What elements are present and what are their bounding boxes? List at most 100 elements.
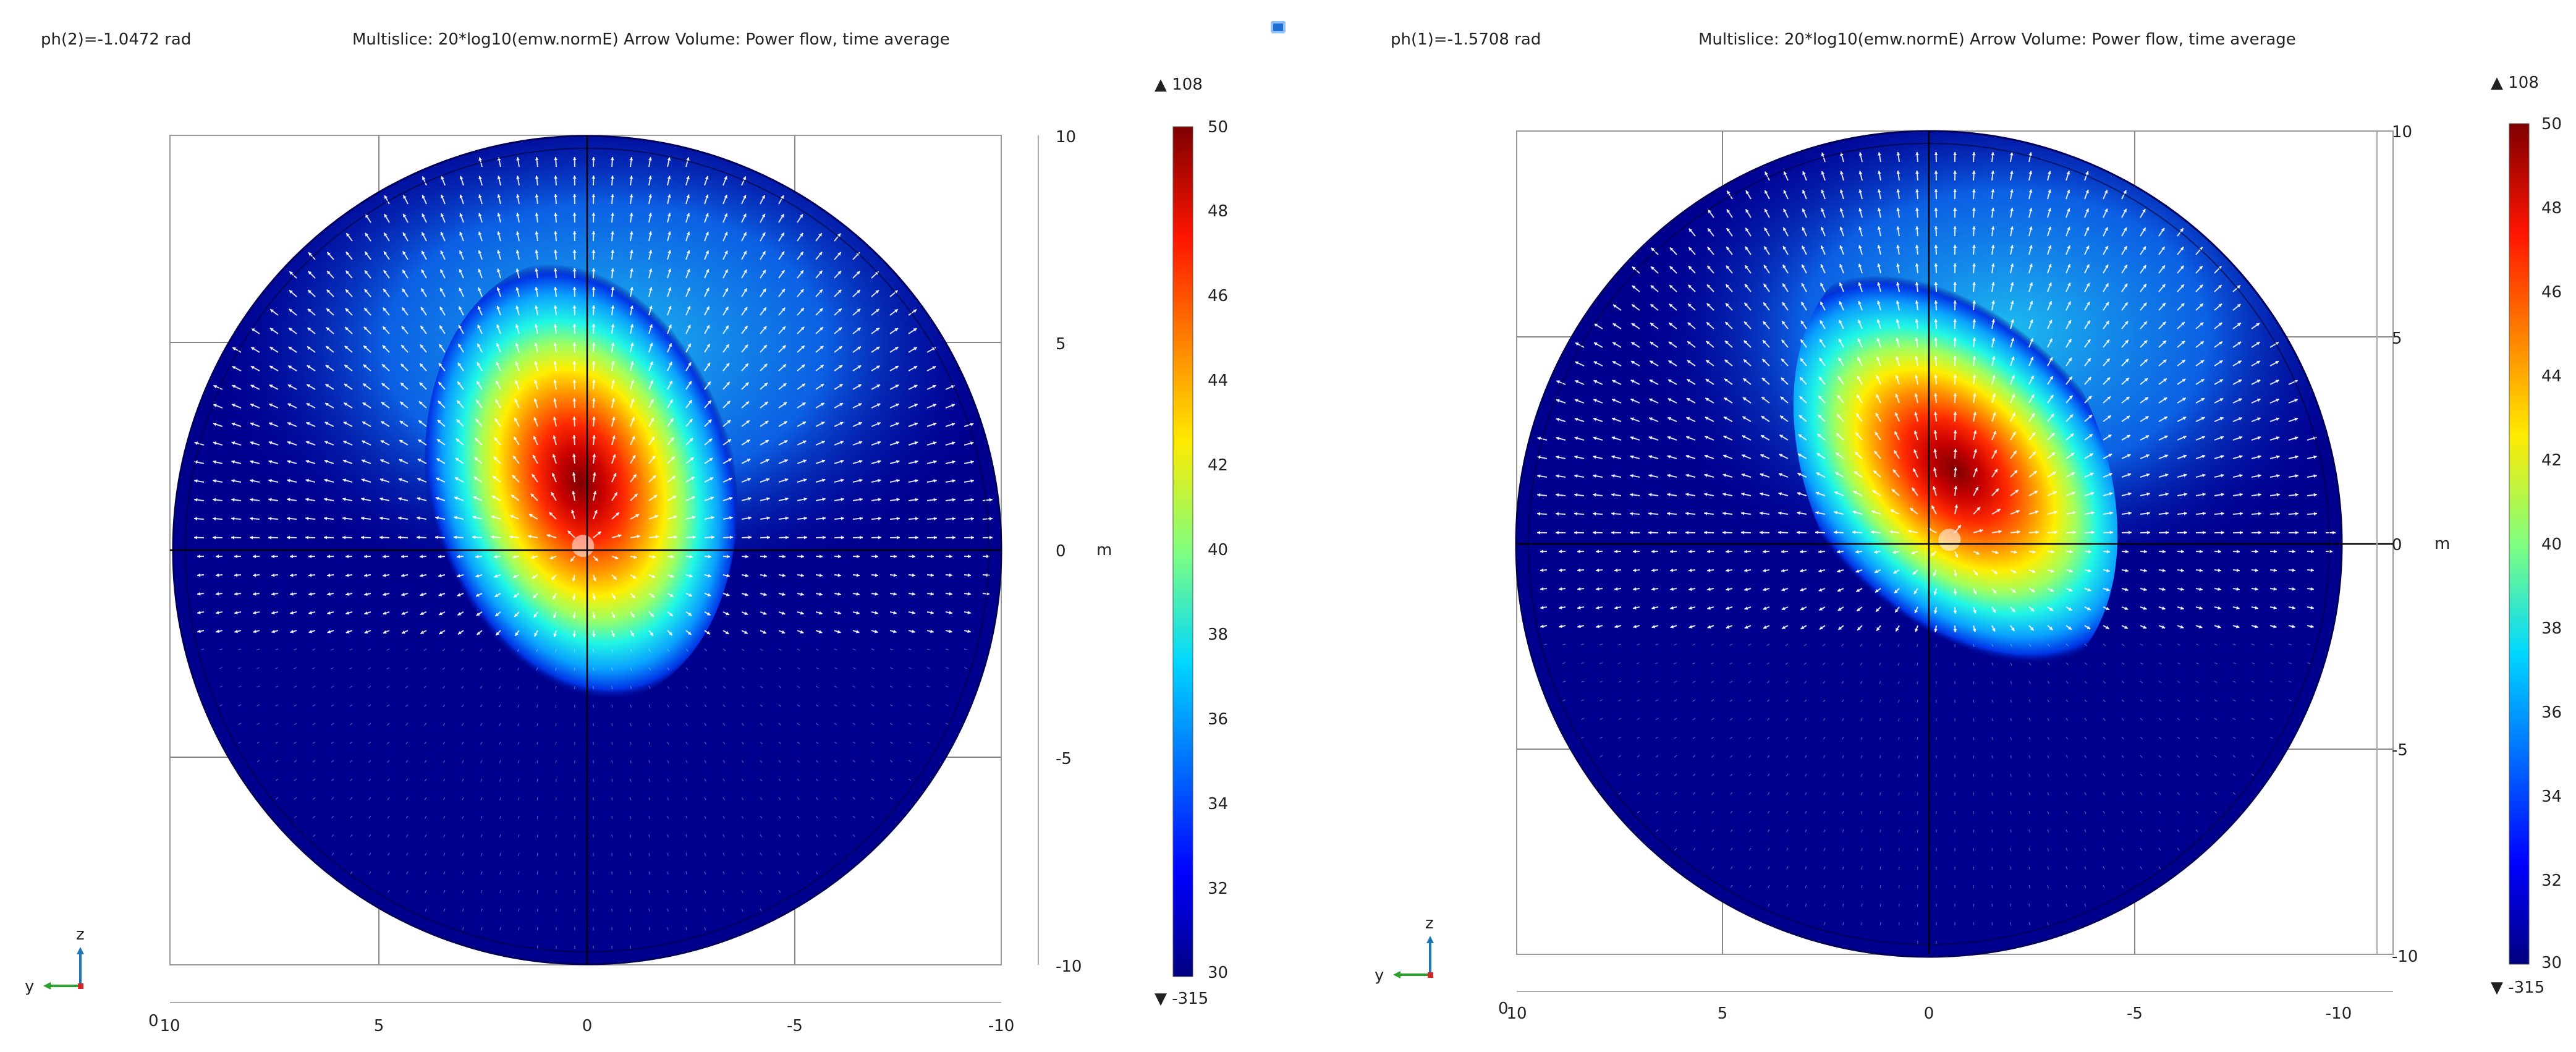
power-flow-arrowhead <box>2030 375 2034 380</box>
power-flow-arrow <box>2010 884 2012 889</box>
power-flow-arrowhead <box>346 233 350 237</box>
power-flow-arrow <box>797 760 800 763</box>
power-flow-arrowhead <box>2090 472 2094 477</box>
power-flow-arrow <box>2010 792 2012 796</box>
power-flow-arrowhead <box>1760 511 1763 515</box>
power-flow-arrowhead <box>213 535 216 540</box>
power-flow-arrowhead <box>2238 380 2242 383</box>
power-flow-arrowhead <box>1933 449 1938 452</box>
power-flow-arrowhead <box>422 232 425 236</box>
power-flow-arrow <box>1637 662 1640 664</box>
power-flow-arrowhead <box>514 613 518 617</box>
power-flow-arrowhead <box>2072 530 2076 535</box>
colorbar-tick-label: 46 <box>1208 287 1228 305</box>
power-flow-arrowhead <box>1953 375 1957 378</box>
power-flow-arrowhead <box>2275 380 2279 383</box>
power-flow-arrowhead <box>1876 627 1880 631</box>
power-flow-arrowhead <box>2050 414 2054 418</box>
power-flow-arrowhead <box>915 517 918 521</box>
power-flow-arrowhead <box>2275 398 2279 402</box>
power-flow-arrowhead <box>1631 323 1635 327</box>
power-flow-arrowhead <box>213 384 218 389</box>
power-flow-arrow <box>1823 884 1826 888</box>
power-flow-arrowhead <box>708 438 713 443</box>
power-flow-arrowhead <box>535 250 539 253</box>
power-flow-arrowhead <box>1953 449 1957 452</box>
power-flow-arrowhead <box>1706 322 1710 326</box>
power-flow-arrow <box>350 778 353 781</box>
power-flow-arrowhead <box>692 515 696 520</box>
power-flow-arrowhead <box>1914 375 1918 378</box>
power-flow-arrowhead <box>363 383 366 387</box>
power-flow-arrowhead <box>1896 189 1900 193</box>
power-flow-arrow <box>722 685 726 689</box>
power-flow-arrowhead <box>2125 569 2129 572</box>
x-tick-label: -5 <box>787 1017 803 1035</box>
power-flow-arrowhead <box>857 365 862 369</box>
power-flow-arrowhead <box>2069 395 2073 399</box>
power-flow-arrowhead <box>1556 380 1560 384</box>
power-flow-arrowhead <box>572 324 577 328</box>
power-flow-arrowhead <box>1778 511 1782 515</box>
power-flow-arrow <box>722 852 725 856</box>
power-flow-arrow <box>349 667 353 669</box>
power-flow-arrow <box>741 741 744 745</box>
power-flow-arrowhead <box>1614 606 1618 610</box>
power-flow-arrow <box>1786 903 1789 907</box>
power-flow-arrowhead <box>478 194 482 198</box>
power-flow-arrow <box>1767 755 1770 758</box>
power-flow-arrowhead <box>534 380 538 384</box>
power-flow-arrowhead <box>1840 171 1844 175</box>
power-flow-arrowhead <box>1593 493 1596 497</box>
power-flow-arrow <box>2140 866 2143 870</box>
power-flow-arrowhead <box>648 287 653 291</box>
power-flow-arrowhead <box>1614 624 1618 629</box>
power-flow-arrowhead <box>1723 454 1727 458</box>
power-flow-arrow <box>1692 736 1696 739</box>
power-flow-arrow <box>1655 681 1659 683</box>
power-flow-arrowhead <box>1821 152 1825 156</box>
power-flow-arrow <box>499 760 501 763</box>
power-flow-arrowhead <box>1992 375 1996 379</box>
power-flow-arrow <box>536 797 538 801</box>
power-flow-arrowhead <box>1837 569 1841 573</box>
power-flow-arrow <box>238 704 242 706</box>
power-flow-arrow <box>704 889 706 893</box>
power-flow-arrowhead <box>877 422 881 426</box>
power-flow-arrow <box>1841 662 1844 666</box>
power-flow-arrow <box>704 667 707 670</box>
power-flow-arrowhead <box>250 441 254 445</box>
power-flow-arrow <box>1711 643 1714 646</box>
power-flow-arrowhead <box>781 214 784 218</box>
power-flow-arrowhead <box>2295 474 2298 478</box>
power-flow-arrowhead <box>1972 226 1976 230</box>
power-flow-arrowhead <box>874 629 878 634</box>
power-flow-arrow <box>2084 755 2087 758</box>
power-flow-arrowhead <box>1688 228 1693 232</box>
power-flow-arrowhead <box>472 515 477 520</box>
power-flow-arrowhead <box>2219 417 2224 421</box>
power-flow-arrowhead <box>533 614 538 618</box>
power-flow-arrowhead <box>1934 245 1938 248</box>
power-flow-arrowhead <box>892 629 897 634</box>
power-flow-arrowhead <box>1972 208 1976 211</box>
power-flow-arrowhead <box>671 554 674 559</box>
power-flow-arrowhead <box>1877 208 1881 211</box>
power-flow-arrowhead <box>1933 592 1938 595</box>
power-flow-arrow <box>648 741 651 745</box>
power-flow-arrowhead <box>1878 152 1881 156</box>
power-flow-arrow <box>1897 681 1900 684</box>
power-flow-arrowhead <box>365 270 368 274</box>
image-icon[interactable] <box>1271 21 1286 33</box>
power-flow-arrowhead <box>2145 454 2150 458</box>
power-flow-arrowhead <box>617 534 622 538</box>
power-flow-arrow <box>2177 810 2180 814</box>
power-flow-arrow <box>2065 866 2068 870</box>
power-flow-arrow <box>2177 847 2180 851</box>
power-flow-arrow <box>1655 662 1659 664</box>
power-flow-arrowhead <box>895 384 899 388</box>
power-flow-arrowhead <box>495 613 499 616</box>
power-flow-arrow <box>648 685 651 689</box>
power-flow-arrow <box>386 648 390 651</box>
power-flow-arrow <box>238 741 242 744</box>
